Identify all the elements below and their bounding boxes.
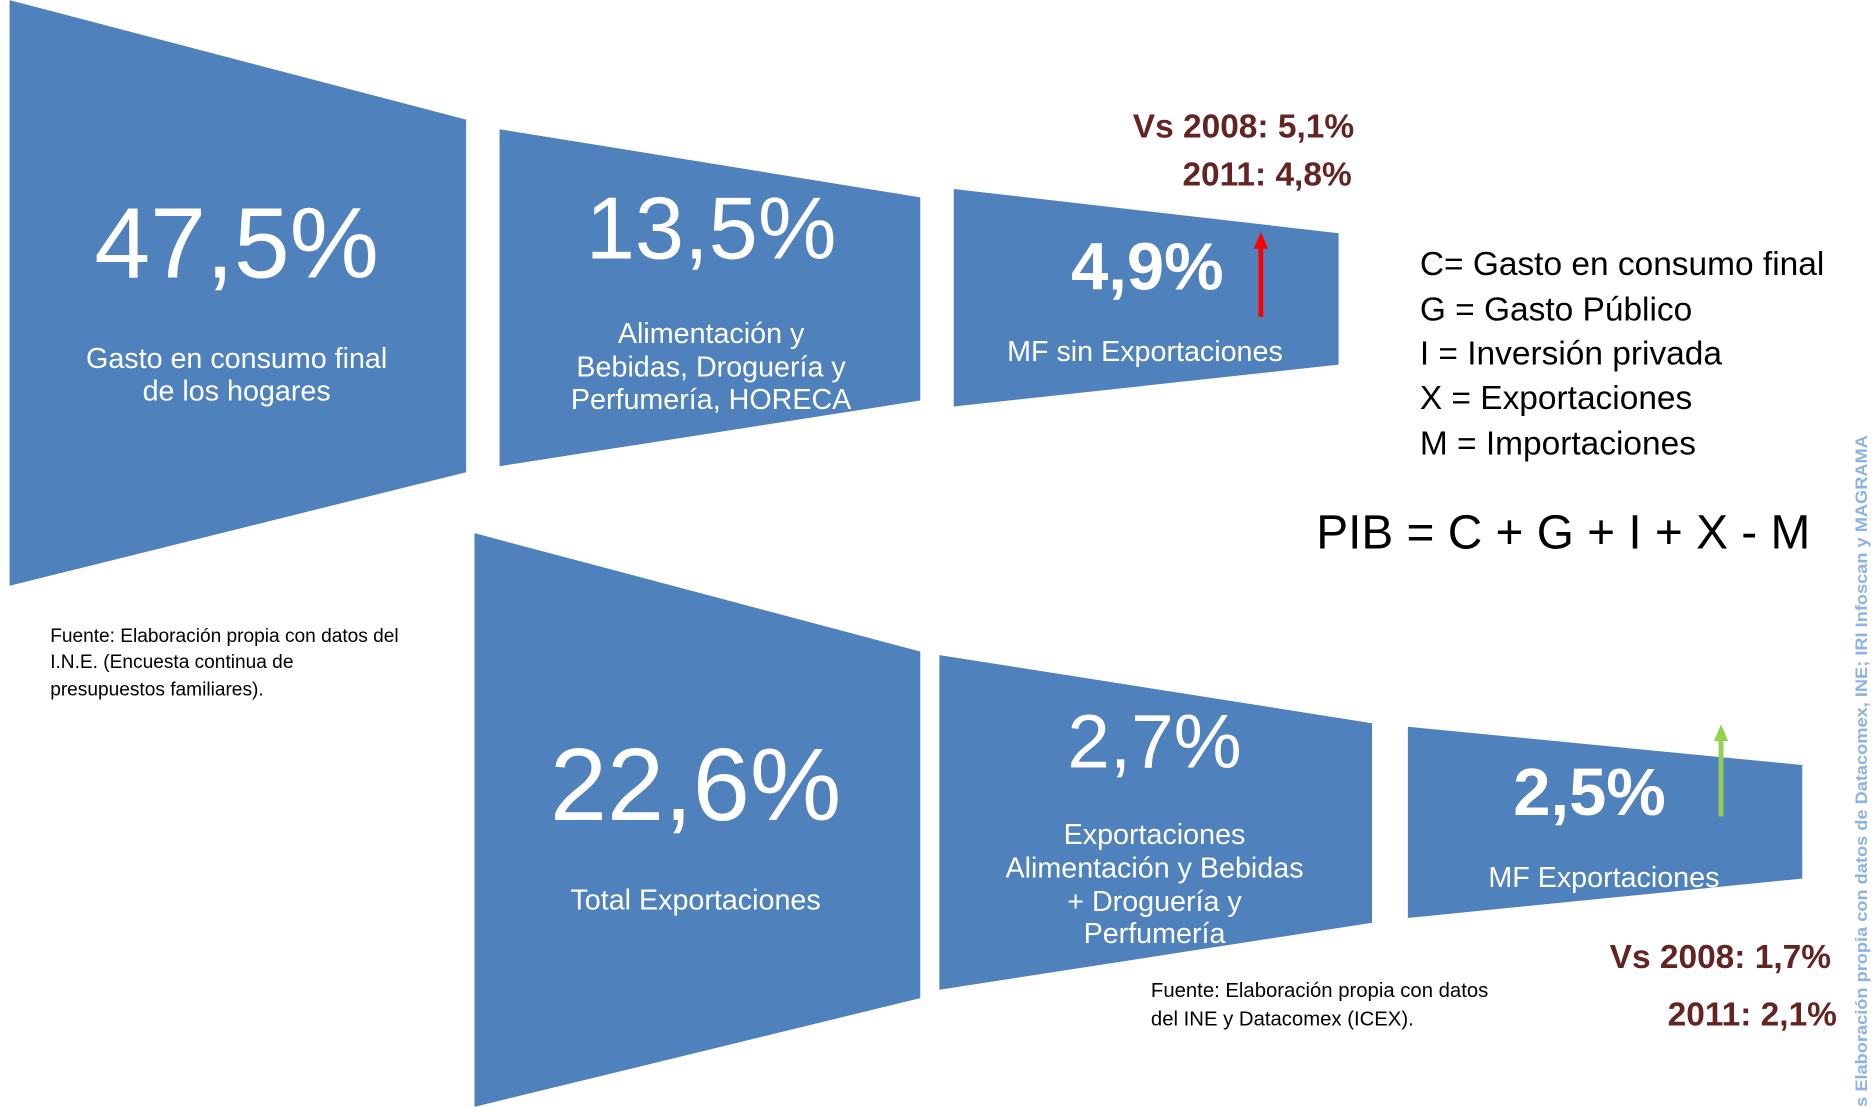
stage-label: + Droguería y bbox=[1067, 886, 1242, 918]
stage-label: MF Exportaciones bbox=[1488, 862, 1719, 894]
stage-label: Exportaciones bbox=[1064, 819, 1246, 851]
stage-label: Total Exportaciones bbox=[570, 885, 820, 917]
funnel-stage bbox=[9, 0, 467, 586]
legend-item: C= Gasto en consumo final bbox=[1420, 246, 1824, 283]
stage-label: Gasto en consumo final bbox=[86, 343, 387, 375]
stage-value: 47,5% bbox=[94, 187, 379, 299]
source: del INE y Datacomex (ICEX). bbox=[1151, 1009, 1414, 1031]
arrow-head bbox=[1253, 232, 1269, 249]
stage-label: Alimentación y bbox=[618, 318, 805, 350]
side-note: s Elaboración propia con datos de Dataco… bbox=[1852, 435, 1871, 1107]
funnel-stage bbox=[1407, 726, 1803, 919]
legend-item: I = Inversión privada bbox=[1420, 336, 1723, 373]
funnel-stage bbox=[499, 129, 921, 467]
stage-value: 2,5% bbox=[1513, 755, 1666, 830]
stage-label: Perfumería bbox=[1084, 918, 1226, 950]
legend-item: X = Exportaciones bbox=[1420, 380, 1692, 417]
source: Fuente: Elaboración propia con datos bbox=[1151, 980, 1488, 1002]
legend-item: M = Importaciones bbox=[1420, 425, 1696, 462]
stage-label: Bebidas, Droguería y bbox=[576, 352, 846, 384]
stage-value: 22,6% bbox=[550, 727, 841, 842]
stage-label: MF sin Exportaciones bbox=[1007, 336, 1283, 368]
stage-label: de los hogares bbox=[143, 376, 331, 408]
stage-label: Alimentación y Bebidas bbox=[1006, 852, 1304, 884]
legend-item: G = Gasto Público bbox=[1420, 291, 1692, 328]
annotation: 2011: 4,8% bbox=[1182, 156, 1351, 193]
source: Fuente: Elaboración propia con datos del bbox=[50, 626, 398, 647]
stage-label: Perfumería, HORECA bbox=[571, 384, 852, 416]
stage-value: 2,7% bbox=[1067, 699, 1241, 784]
stage-value: 13,5% bbox=[586, 178, 837, 277]
annotation: Vs 2008: 5,1% bbox=[1133, 109, 1354, 146]
annotation: 2011: 2,1% bbox=[1668, 997, 1837, 1034]
stage-value: 4,9% bbox=[1071, 229, 1223, 304]
source: presupuestos familiares). bbox=[50, 680, 263, 701]
source: I.N.E. (Encuesta continua de bbox=[50, 652, 293, 673]
funnel-stage bbox=[474, 533, 921, 1107]
arrow-head bbox=[1713, 724, 1729, 742]
annotation: Vs 2008: 1,7% bbox=[1610, 939, 1831, 976]
formula: PIB = C + G + I + X - M bbox=[1316, 507, 1810, 560]
funnel-stage bbox=[953, 188, 1339, 407]
funnel-stage bbox=[939, 655, 1373, 990]
